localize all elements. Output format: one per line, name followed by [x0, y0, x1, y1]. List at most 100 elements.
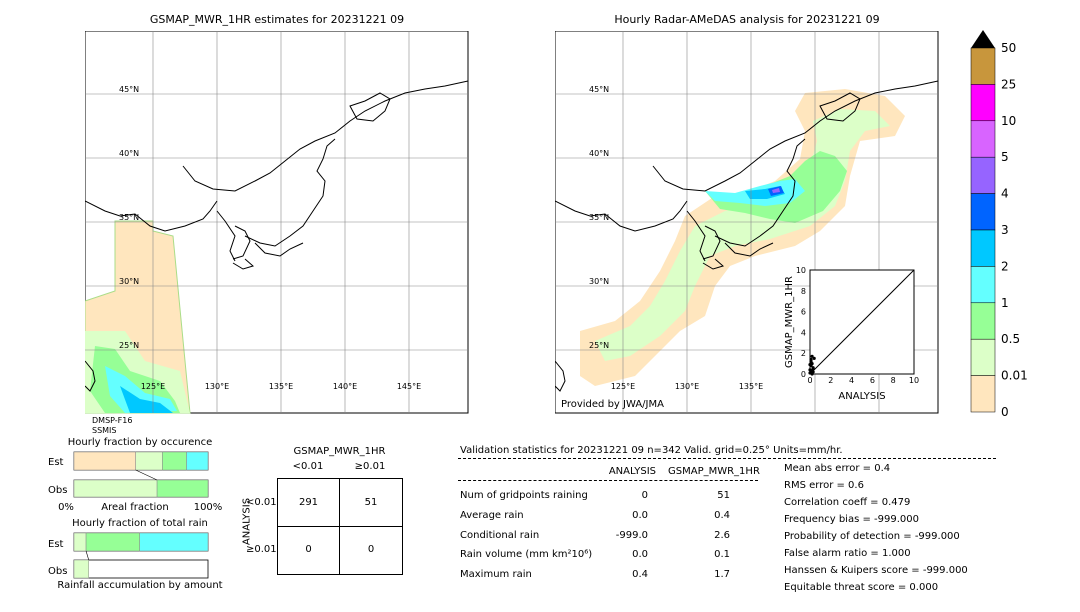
val-row-3-g: 0.1	[714, 549, 730, 560]
scatter-diagonal	[809, 269, 915, 375]
credit-label: Provided by JWA/JMA	[561, 399, 664, 410]
colorbar-cell	[970, 302, 996, 340]
colorbar-label: 0.01	[1001, 369, 1028, 383]
contingency-col-0: <0.01	[292, 461, 324, 472]
score-5: False alarm ratio = 1.000	[784, 548, 911, 559]
scatter-xtick: 4	[849, 376, 854, 385]
scatter-xtick: 6	[870, 376, 875, 385]
val-row-1-g: 0.4	[714, 510, 730, 521]
left-lat-35: 35°N	[119, 213, 139, 222]
val-row-2-label: Conditional rain	[460, 530, 540, 541]
left-map-title: GSMAP_MWR_1HR estimates for 20231221 09	[149, 13, 405, 26]
val-row-0-label: Num of gridpoints raining	[460, 490, 588, 501]
contingency-table: 291 51 0 0	[277, 478, 403, 575]
val-row-4-a: 0.4	[632, 569, 648, 580]
val-row-3-label: Rain volume (mm km²10⁶)	[460, 549, 593, 560]
scatter-point	[809, 357, 813, 362]
occ-bar	[73, 451, 136, 471]
scatter-point	[812, 356, 816, 360]
scatter-xtick: 2	[828, 376, 833, 385]
colorbar-label: 4	[1001, 187, 1009, 201]
right-grid	[555, 31, 938, 413]
rain-bar	[73, 559, 89, 579]
occ-bar	[73, 479, 158, 498]
contingency-col-1: ≥0.01	[354, 461, 386, 472]
right-lon-135: 135°E	[739, 382, 763, 391]
occurrence-chart: Est Obs 0% Areal fraction 100%	[48, 451, 223, 513]
score-6: Hanssen & Kuipers score = -999.000	[784, 565, 968, 576]
rain-bar	[85, 532, 140, 552]
validation-divider	[458, 458, 996, 459]
score-2: Correlation coeff = 0.479	[784, 497, 911, 508]
score-7: Equitable threat score = 0.000	[784, 582, 939, 593]
colorbar-cell	[970, 156, 996, 194]
left-map: 45°N 40°N 35°N 30°N 25°N 125°E 130°E 135…	[85, 31, 469, 414]
scatter-ytick: 0	[801, 370, 806, 379]
val-row-0-a: 0	[641, 490, 648, 501]
validation-col-analysis: ANALYSIS	[608, 466, 656, 477]
scatter-plot: 00 2 2 4 4 6 6 8 8 10 10 ANALYSIS GSMAP_MWR_1HR	[784, 266, 919, 402]
occ-est-label: Est	[48, 457, 64, 468]
left-lon-140: 140°E	[333, 382, 357, 391]
scatter-ytick: 6	[801, 308, 806, 317]
val-row-4-g: 1.7	[714, 569, 730, 580]
contingency-cell-00: 291	[298, 497, 319, 508]
scatter-ytick: 4	[801, 328, 806, 337]
contingency-row-1: ≥0.01	[246, 544, 277, 555]
score-1: RMS error = 0.6	[784, 480, 864, 491]
contingency-row-0: <0.01	[246, 497, 277, 508]
sensor-label: SSMIS	[92, 426, 117, 435]
occ-bar	[162, 451, 187, 471]
occurrence-title: Hourly fraction by occurence	[67, 437, 213, 448]
right-lon-labels: 125°E 130°E 135°E	[611, 382, 763, 391]
right-coastlines	[555, 80, 939, 392]
colorbar-cell	[970, 375, 996, 413]
scatter-point	[810, 354, 814, 358]
scatter-point	[808, 371, 812, 375]
contingency-cell-01: 51	[364, 497, 378, 508]
colorbar-label: 2	[1001, 259, 1009, 273]
rain-connector	[85, 550, 90, 561]
contingency-title: GSMAP_MWR_1HR	[293, 446, 386, 457]
colorbar-label: 10	[1001, 114, 1016, 128]
colorbar-cell	[970, 84, 996, 122]
val-row-1-a: 0.0	[632, 510, 648, 521]
left-lon-labels: 125°E 130°E 135°E 140°E 145°E	[141, 382, 421, 391]
left-lat-40: 40°N	[119, 149, 139, 158]
right-lat-25: 25°N	[589, 341, 609, 350]
right-lon-125: 125°E	[611, 382, 635, 391]
contingency-cell-10: 0	[305, 544, 312, 555]
scatter-ytick: 8	[801, 287, 806, 296]
scatter-ytick: 10	[796, 266, 806, 275]
totalrain-title: Hourly fraction of total rain	[72, 518, 208, 529]
left-rain-sky	[120, 386, 173, 413]
score-0: Mean abs error = 0.4	[784, 463, 891, 474]
rain-bar	[73, 532, 87, 552]
colorbar: 50 25 10 5 4 3 2 1 0.5 0.01 0	[970, 30, 1028, 419]
colorbar-label: 0	[1001, 405, 1009, 419]
left-lon-145: 145°E	[397, 382, 421, 391]
colorbar-label: 50	[1001, 41, 1016, 55]
scatter-point	[808, 363, 812, 367]
scatter-ylabel: GSMAP_MWR_1HR	[784, 276, 795, 368]
scatter-xlabel: ANALYSIS	[838, 391, 885, 402]
validation-subdivider	[458, 480, 758, 481]
right-lat-45: 45°N	[589, 85, 609, 94]
left-lon-135: 135°E	[269, 382, 293, 391]
left-lat-labels: 45°N 40°N 35°N 30°N 25°N	[119, 85, 139, 350]
colorbar-cell	[970, 193, 996, 231]
right-map-title: Hourly Radar-AMeDAS analysis for 2023122…	[614, 13, 880, 26]
occ-x-100: 100%	[194, 502, 223, 513]
colorbar-label: 1	[1001, 296, 1009, 310]
validation-col-gsmap: GSMAP_MWR_1HR	[668, 466, 760, 477]
left-lat-25: 25°N	[119, 341, 139, 350]
scatter-ytick: 2	[801, 349, 806, 358]
scatter-point	[811, 370, 815, 374]
rain-obs-label: Obs	[48, 566, 67, 577]
contingency-cell-11: 0	[367, 544, 375, 555]
left-lon-125: 125°E	[141, 382, 165, 391]
occ-bar	[186, 451, 209, 471]
right-lat-40: 40°N	[589, 149, 609, 158]
val-row-2-a: -999.0	[615, 530, 648, 541]
left-grid	[85, 31, 468, 413]
